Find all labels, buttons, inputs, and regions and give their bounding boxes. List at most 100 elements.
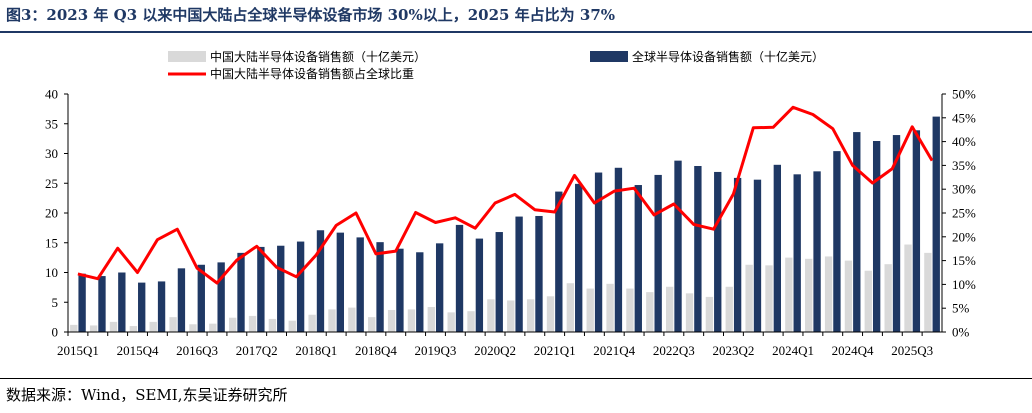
bar-china-2024Q2 <box>805 258 813 332</box>
bar-china-2020Q1 <box>467 311 475 332</box>
y-right-tick-label: 50% <box>952 87 976 102</box>
bar-global-2015Q4 <box>138 282 146 332</box>
bar-china-2024Q4 <box>844 260 853 332</box>
bar-china-2025Q3 <box>904 244 912 332</box>
line-series <box>77 105 934 285</box>
bar-china-2019Q3 <box>427 307 435 332</box>
bar-global-2016Q2 <box>177 268 186 332</box>
legend: 中国大陆半导体设备销售额（十亿美元） 全球半导体设备销售额（十亿美元） 中国大陆半导… <box>168 49 824 81</box>
y-left-tick-label: 10 <box>45 265 58 280</box>
x-tick-label: 2018Q1 <box>295 343 337 358</box>
bar-china-2021Q2 <box>566 283 575 332</box>
bar-global-2018Q1 <box>316 230 325 332</box>
x-tick-label: 2024Q1 <box>772 343 814 358</box>
y-left-tick-label: 25 <box>45 176 58 191</box>
bar-china-2016Q2 <box>169 317 177 332</box>
line-china-share <box>77 105 934 285</box>
bar-china-2017Q4 <box>288 320 296 332</box>
figure-title: 图3：2023 年 Q3 以来中国大陆占全球半导体设备市场 30%以上，2025… <box>6 6 616 24</box>
bar-global-2016Q3 <box>197 264 205 332</box>
bar-china-2023Q2 <box>725 286 733 332</box>
bar-china-2015Q1 <box>70 324 78 332</box>
bar-china-2017Q1 <box>228 317 237 332</box>
y-left-tick-label: 5 <box>52 295 59 310</box>
bar-china-2020Q4 <box>526 299 535 332</box>
bar-china-2024Q1 <box>785 257 793 332</box>
y-right-tick-label: 20% <box>952 229 976 244</box>
bar-global-2025Q2 <box>892 135 901 332</box>
bar-global-2015Q2 <box>98 276 106 332</box>
y-right-tick-label: 5% <box>952 301 970 316</box>
bar-global-2021Q3 <box>594 172 603 332</box>
bar-global-2022Q3 <box>674 160 682 332</box>
y-left-tick-label: 40 <box>45 87 58 102</box>
x-tick-label: 2015Q4 <box>117 343 159 358</box>
bar-china-2020Q2 <box>487 299 495 332</box>
bar-global-2015Q1 <box>78 273 86 332</box>
legend-swatch-1 <box>590 51 628 62</box>
bar-china-2023Q1 <box>705 296 714 332</box>
bar-china-2022Q3 <box>665 286 674 332</box>
bar-china-2019Q2 <box>407 309 416 332</box>
legend-label-2: 中国大陆半导体设备销售额占全球比重 <box>210 66 414 81</box>
bar-china-2015Q2 <box>89 325 98 332</box>
bar-global-2020Q3 <box>515 216 523 332</box>
bar-china-2022Q4 <box>685 293 694 332</box>
title-divider <box>0 31 1032 33</box>
bar-global-2015Q3 <box>118 272 126 332</box>
bar-global-2018Q4 <box>376 242 384 332</box>
bar-global-2017Q4 <box>296 241 305 332</box>
bar-global-2020Q1 <box>475 238 484 332</box>
bar-global-2024Q4 <box>853 132 861 332</box>
bar-global-2023Q3 <box>753 179 762 332</box>
bar-global-2022Q1 <box>634 185 642 332</box>
bar-global-2022Q2 <box>654 174 662 332</box>
x-tick-label: 2016Q3 <box>176 343 218 358</box>
bar-global-2024Q3 <box>833 151 841 332</box>
bar-china-2017Q3 <box>268 318 277 332</box>
bar-global-2021Q2 <box>575 183 583 332</box>
y-left-tick-label: 35 <box>45 116 58 131</box>
bar-global-2019Q4 <box>455 224 464 332</box>
y-right-tick-label: 30% <box>952 182 976 197</box>
y-right-tick-label: 35% <box>952 158 976 173</box>
y-right-tick-label: 10% <box>952 277 976 292</box>
bar-china-2019Q4 <box>447 312 455 332</box>
bar-china-2018Q2 <box>328 309 336 332</box>
bar-china-2021Q3 <box>586 288 594 332</box>
bar-global-2016Q4 <box>217 262 225 332</box>
x-tick-label: 2023Q2 <box>712 343 754 358</box>
bar-china-2023Q3 <box>745 264 753 332</box>
y-left-tick-label: 15 <box>45 235 58 250</box>
bar-china-2019Q1 <box>387 309 396 332</box>
y-left-tick-label: 0 <box>52 325 59 340</box>
bar-china-2018Q4 <box>368 317 376 332</box>
bar-china-2025Q1 <box>864 270 872 332</box>
bar-global-2018Q3 <box>356 237 364 332</box>
bar-china-2018Q1 <box>308 314 316 332</box>
bar-series <box>70 116 940 332</box>
x-tick-label: 2021Q1 <box>534 343 576 358</box>
bar-china-2021Q1 <box>546 296 555 332</box>
bar-china-2016Q4 <box>209 323 217 332</box>
bar-global-2020Q2 <box>495 232 503 332</box>
bar-china-2016Q3 <box>189 324 197 332</box>
bar-china-2025Q4 <box>924 252 932 332</box>
bar-global-2021Q1 <box>555 191 563 332</box>
legend-label-0: 中国大陆半导体设备销售额（十亿美元） <box>210 49 426 64</box>
y-right-tick-label: 0% <box>952 325 970 340</box>
bar-global-2025Q3 <box>912 130 921 332</box>
bar-global-2024Q1 <box>793 174 801 332</box>
bar-global-2023Q1 <box>714 171 722 332</box>
x-tick-label: 2025Q3 <box>891 343 933 358</box>
chart: 中国大陆半导体设备销售额（十亿美元） 全球半导体设备销售额（十亿美元） 中国大陆半导… <box>45 49 976 358</box>
bar-china-2023Q4 <box>765 265 773 332</box>
bar-global-2019Q2 <box>416 252 424 332</box>
bar-global-2016Q1 <box>157 281 166 332</box>
x-tick-label: 2022Q3 <box>653 343 695 358</box>
bar-china-2022Q2 <box>646 292 654 332</box>
source-divider <box>0 378 1032 379</box>
bar-global-2025Q1 <box>872 141 881 332</box>
legend-label-1: 全球半导体设备销售额（十亿美元） <box>632 49 824 64</box>
bar-global-2018Q2 <box>336 232 345 332</box>
